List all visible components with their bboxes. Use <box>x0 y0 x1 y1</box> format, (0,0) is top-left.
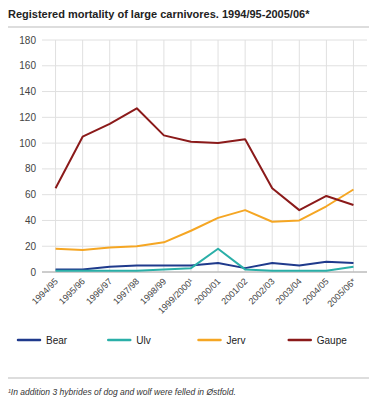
series-line <box>56 108 354 210</box>
series-line <box>56 190 354 251</box>
y-tick-label: 140 <box>19 86 36 97</box>
legend-label: Bear <box>46 335 68 346</box>
y-grid-line <box>42 117 367 118</box>
footnote: ¹In addition 3 hybrides of dog and wolf … <box>8 387 236 397</box>
x-grid-line <box>190 40 191 272</box>
chart-container: Registered mortality of large carnivores… <box>0 0 377 416</box>
y-grid-line <box>42 246 367 247</box>
legend-label: Ulv <box>136 335 150 346</box>
legend-label: Jerv <box>227 335 246 346</box>
x-tick-label: 2003/04 <box>274 276 304 306</box>
x-tick-label: 1999/2000¹ <box>156 276 195 315</box>
legend-swatch <box>108 339 130 342</box>
x-grid-line <box>136 40 137 272</box>
x-tick-label: 2001/02 <box>219 276 249 306</box>
y-tick-label: 180 <box>19 35 36 46</box>
y-tick-label: 160 <box>19 60 36 71</box>
x-grid-line <box>55 40 56 272</box>
x-tick-label: 1996/97 <box>84 276 114 306</box>
x-tick-label: 2002/03 <box>247 276 277 306</box>
legend: Bear Ulv Jerv Gaupe <box>18 335 347 346</box>
x-tick-label: 2005/06* <box>325 276 358 309</box>
legend-swatch <box>18 339 40 342</box>
y-grid-line <box>42 168 367 169</box>
legend-swatch <box>289 339 311 342</box>
x-grid-line <box>353 40 354 272</box>
legend-swatch <box>199 339 221 342</box>
x-grid-line <box>245 40 246 272</box>
grid <box>42 40 367 272</box>
x-tick-label: 2000/01 <box>192 276 222 306</box>
x-grid-line <box>109 40 110 272</box>
legend-label: Gaupe <box>317 335 347 346</box>
footnote-rule <box>8 378 369 379</box>
x-grid-line <box>272 40 273 272</box>
y-grid-line <box>42 91 367 92</box>
y-grid-line <box>42 220 367 221</box>
x-grid-line <box>82 40 83 272</box>
title-rule <box>8 27 369 28</box>
axes: 0204060801001201401601801994/951995/9619… <box>19 35 367 316</box>
x-tick-label: 1995/96 <box>57 276 87 306</box>
y-tick-label: 0 <box>30 267 36 278</box>
y-tick-label: 60 <box>25 189 37 200</box>
y-grid-line <box>42 40 367 41</box>
x-grid-line <box>163 40 164 272</box>
y-tick-label: 80 <box>25 163 37 174</box>
x-tick-label: 1994/95 <box>30 276 60 306</box>
y-grid-line <box>42 65 367 66</box>
x-grid-line <box>326 40 327 272</box>
series-lines <box>56 108 354 270</box>
y-tick-label: 20 <box>25 241 37 252</box>
x-grid-line <box>218 40 219 272</box>
y-tick-label: 120 <box>19 112 36 123</box>
y-tick-label: 40 <box>25 215 37 226</box>
y-grid-line <box>42 194 367 195</box>
chart: Registered mortality of large carnivores… <box>0 0 377 416</box>
series-line <box>56 249 354 271</box>
x-tick-label: 1997/98 <box>111 276 141 306</box>
title: Registered mortality of large carnivores… <box>8 8 310 20</box>
series-line <box>56 262 354 270</box>
x-grid-line <box>299 40 300 272</box>
y-tick-label: 100 <box>19 138 36 149</box>
